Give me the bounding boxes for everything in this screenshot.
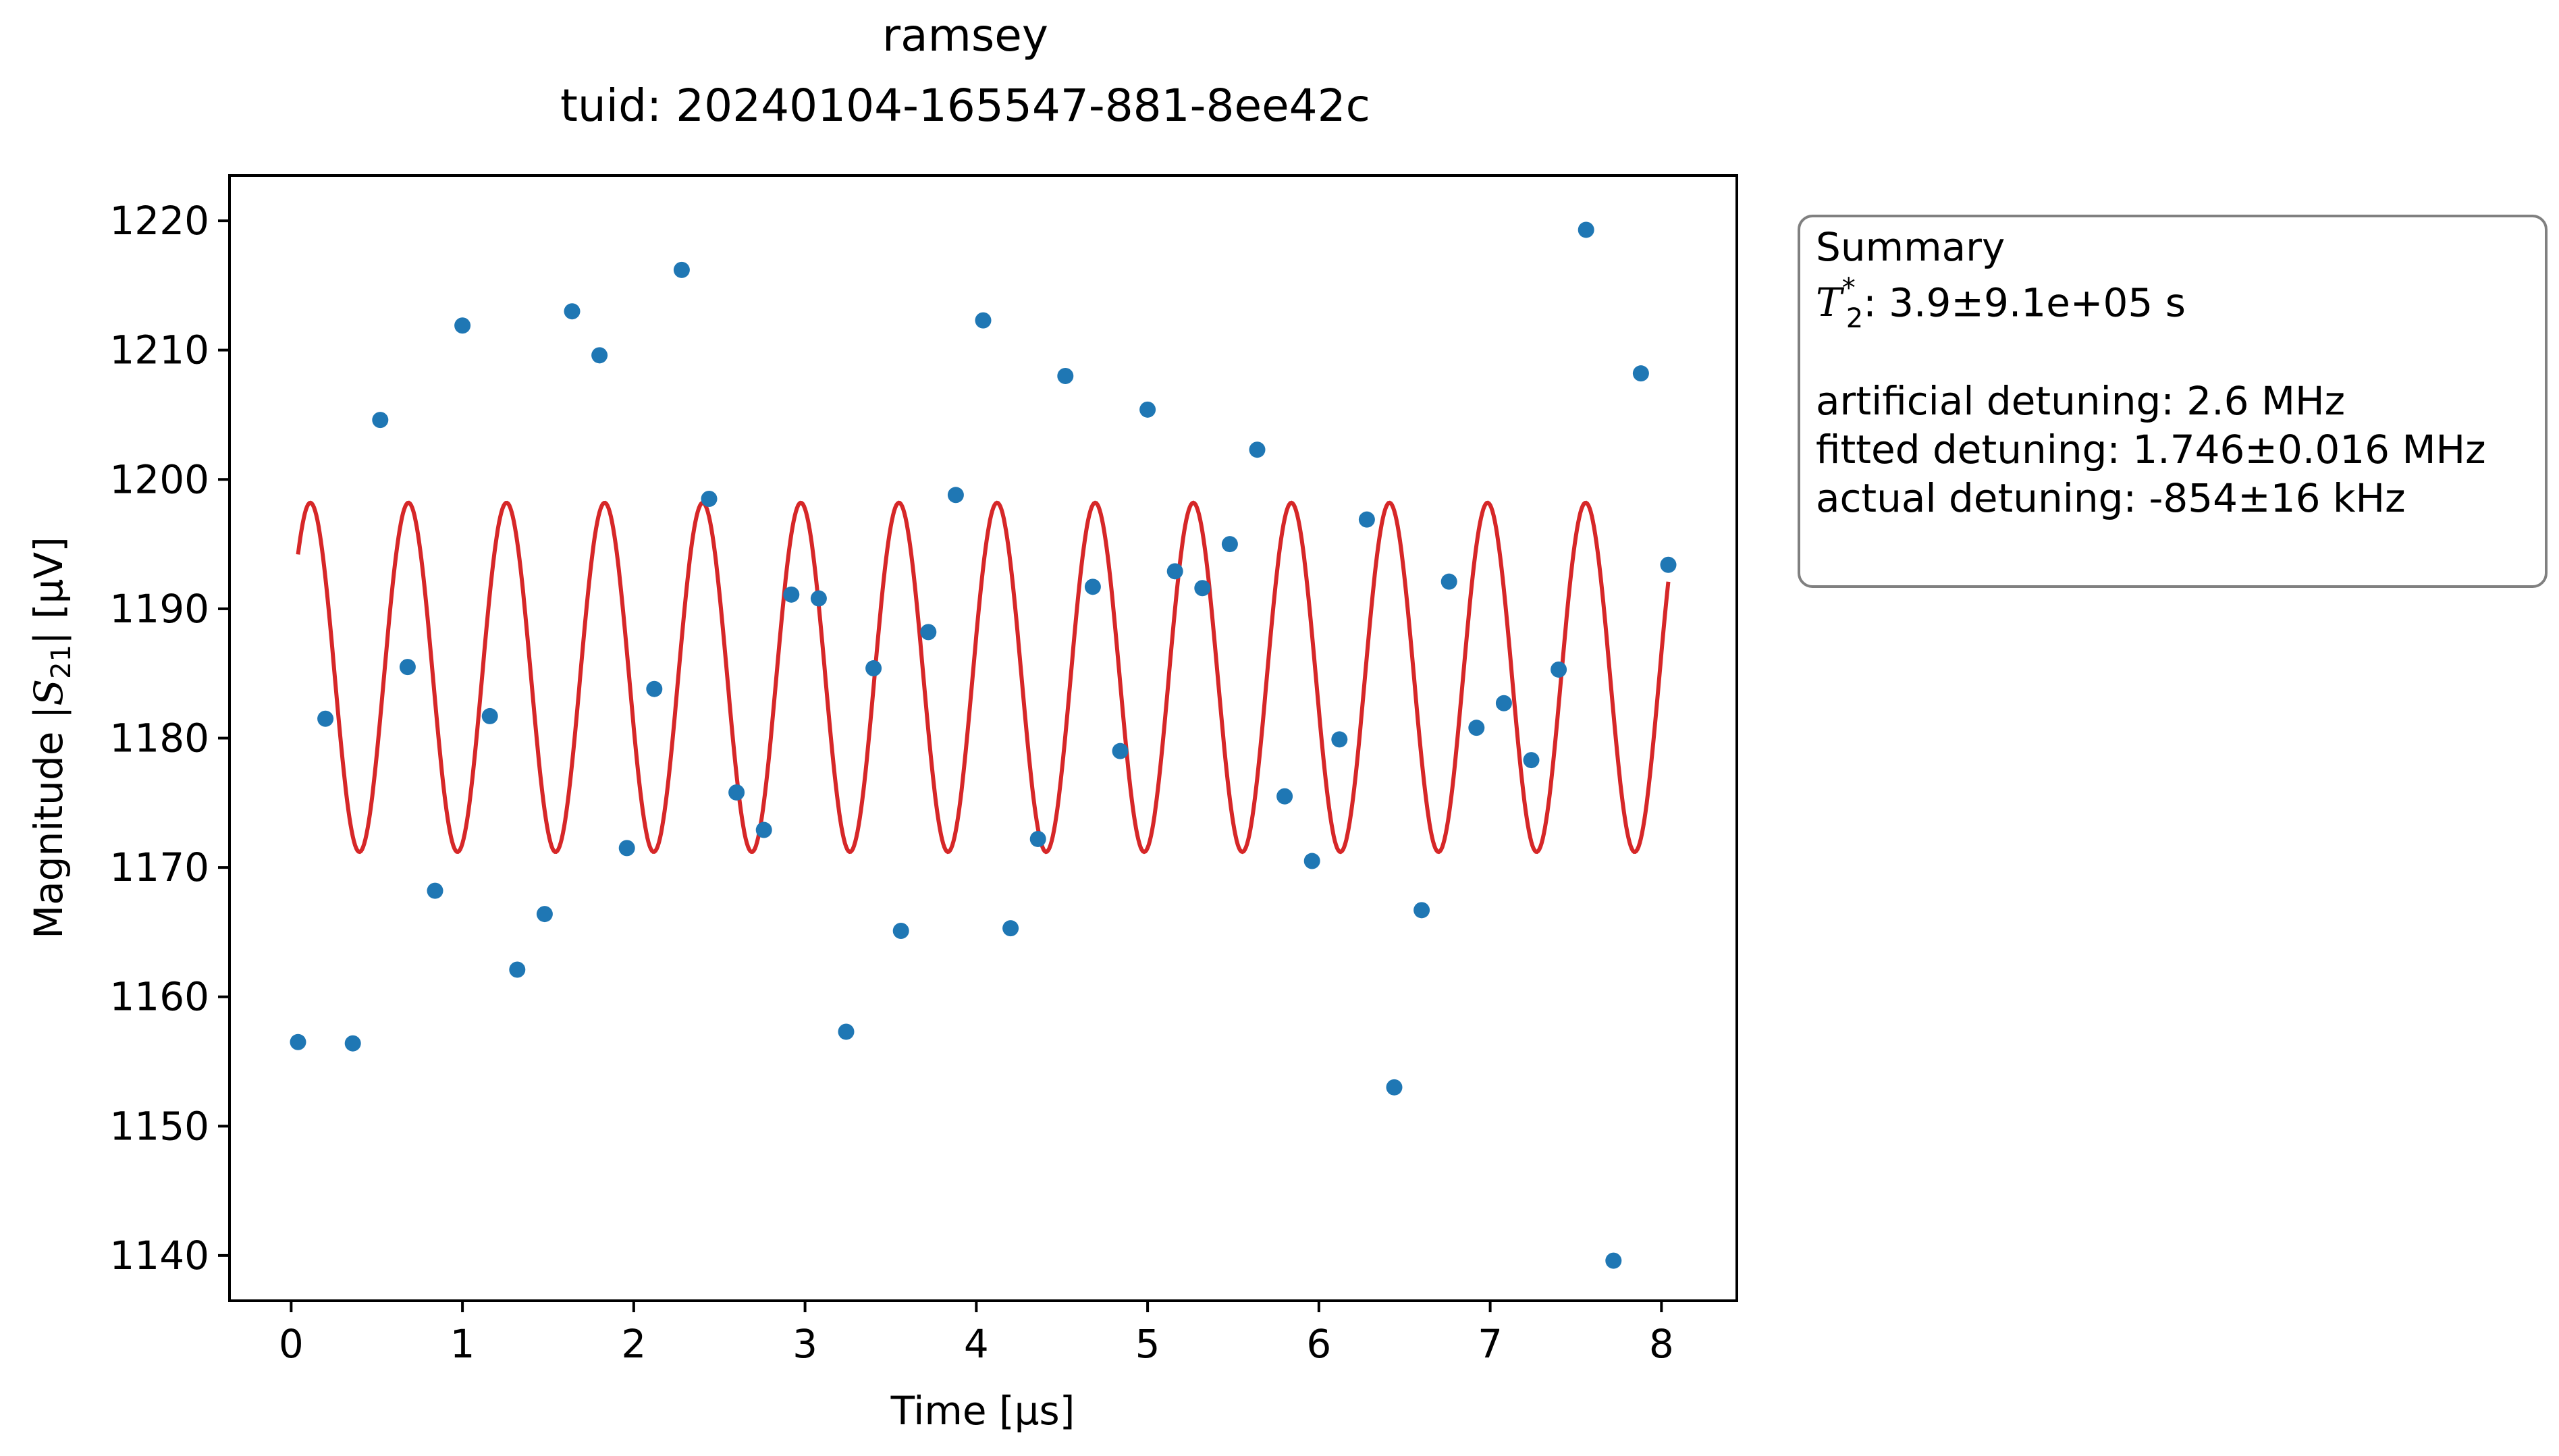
summary-fitted-detuning: fitted detuning: 1.746±0.016 MHz <box>1816 427 2486 473</box>
y-tick-label: 1180 <box>109 716 209 761</box>
data-point <box>1386 1079 1403 1096</box>
data-point <box>290 1033 306 1050</box>
summary-heading: Summary <box>1816 224 2005 270</box>
x-tick-label: 4 <box>964 1321 989 1367</box>
data-point <box>1551 661 1567 678</box>
data-point <box>618 840 635 857</box>
data-point <box>509 961 526 978</box>
data-point <box>1632 365 1649 382</box>
data-point <box>591 347 608 364</box>
data-point <box>646 680 663 697</box>
data-point <box>755 821 772 838</box>
y-tick-label: 1140 <box>109 1233 209 1278</box>
summary-actual-detuning: actual detuning: -854±16 kHz <box>1816 475 2406 521</box>
x-tick-label: 5 <box>1135 1321 1160 1367</box>
data-point <box>1166 563 1183 580</box>
y-tick-label: 1200 <box>109 456 209 502</box>
x-tick-label: 1 <box>450 1321 475 1367</box>
t2-symbol: T*2 <box>1816 273 1864 334</box>
y-tick-label: 1190 <box>109 586 209 632</box>
data-point <box>1605 1252 1622 1269</box>
y-tick-label: 1150 <box>109 1103 209 1149</box>
data-point <box>975 312 992 329</box>
plot-frame <box>228 174 1738 1302</box>
x-tick-label: 3 <box>792 1321 817 1367</box>
data-point <box>1249 441 1266 458</box>
data-point <box>920 624 937 641</box>
data-point <box>344 1035 361 1052</box>
x-axis-label: Time [μs] <box>890 1388 1075 1434</box>
x-tick-label: 0 <box>279 1321 304 1367</box>
y-axis-label: Magnitude |S21| [μV] <box>26 537 77 939</box>
data-point <box>1358 511 1375 528</box>
data-point <box>1578 221 1594 238</box>
data-point <box>1331 731 1348 748</box>
y-tick-label: 1160 <box>109 974 209 1020</box>
summary-artificial-detuning: artificial detuning: 2.6 MHz <box>1816 378 2346 424</box>
data-point <box>810 590 827 607</box>
data-point <box>1084 578 1101 595</box>
data-point <box>372 412 389 429</box>
x-tick-label: 7 <box>1478 1321 1503 1367</box>
data-point <box>1660 556 1677 573</box>
fit-curve <box>296 500 1671 855</box>
y-tick-label: 1170 <box>109 844 209 890</box>
data-point <box>1057 367 1074 384</box>
data-point <box>1194 580 1211 597</box>
data-point <box>399 659 416 676</box>
data-point <box>728 784 745 801</box>
data-point <box>1002 920 1019 937</box>
data-point <box>1303 853 1320 869</box>
data-point <box>1523 752 1540 769</box>
data-point <box>1468 720 1485 736</box>
data-point <box>564 303 581 320</box>
data-point <box>1139 401 1156 418</box>
data-point <box>481 707 498 724</box>
y-tick-label: 1220 <box>109 198 209 244</box>
data-point <box>1413 902 1430 919</box>
data-point <box>838 1023 855 1040</box>
x-tick-label: 6 <box>1306 1321 1331 1367</box>
data-point <box>947 487 964 504</box>
x-axis: 0 1 2 3 4 5 6 7 8 <box>279 1301 1674 1367</box>
summary-box <box>1798 215 2548 588</box>
y-tick-label: 1210 <box>109 327 209 373</box>
y-axis: 1140 1150 1160 1170 1180 1190 1200 1210 1220 <box>109 198 230 1278</box>
data-point <box>783 586 800 603</box>
fit-layer <box>296 500 1671 855</box>
data-point <box>1495 695 1512 711</box>
data-point <box>1440 573 1457 590</box>
data-point <box>701 491 718 508</box>
data-point <box>1112 743 1129 759</box>
x-tick-label: 8 <box>1649 1321 1674 1367</box>
data-point <box>892 922 909 939</box>
data-point <box>1221 536 1238 553</box>
data-point <box>1029 830 1046 847</box>
summary-t2: T*2: 3.9±9.1e+05 s <box>1816 273 2186 334</box>
data-points <box>290 221 1677 1269</box>
data-point <box>865 660 882 677</box>
data-point <box>427 882 443 899</box>
data-point <box>536 906 553 923</box>
x-tick-label: 2 <box>621 1321 646 1367</box>
data-point <box>673 261 690 278</box>
data-point <box>454 317 471 334</box>
data-point <box>317 710 334 727</box>
data-point <box>1276 788 1293 805</box>
